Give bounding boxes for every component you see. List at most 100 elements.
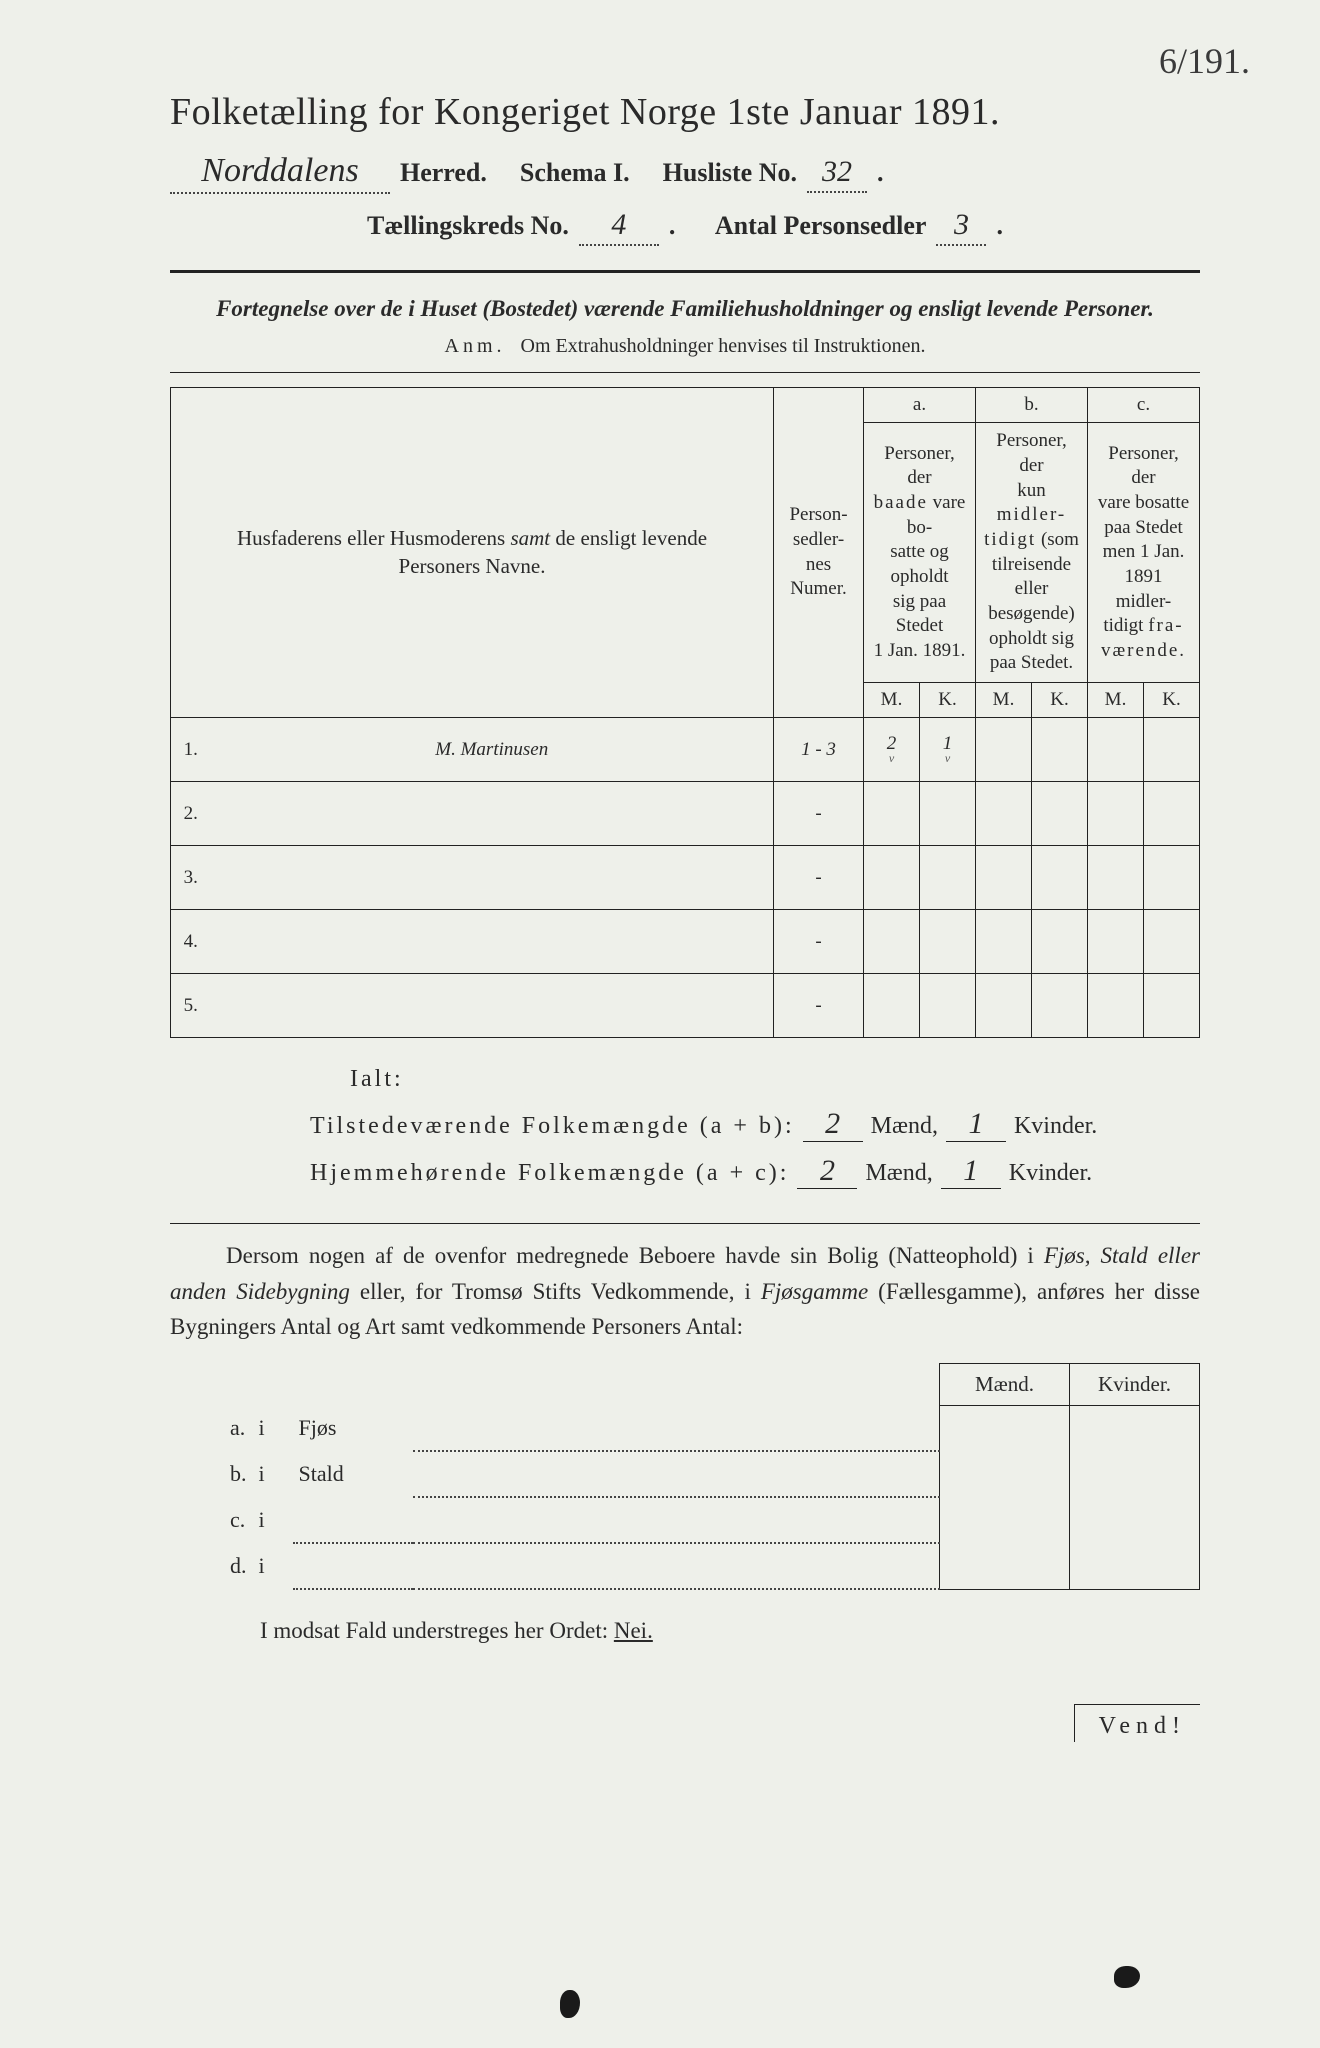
side-k bbox=[1070, 1543, 1200, 1589]
row-num: 5. bbox=[171, 974, 211, 1038]
kreds-label: Tællingskreds No. bbox=[367, 211, 569, 241]
table-row: 5. - bbox=[171, 974, 1200, 1038]
table-body: 1. M. Martinusen 1 - 3 2v 1v 2. - bbox=[171, 718, 1200, 1038]
row-a-m bbox=[864, 846, 920, 910]
row-c-m bbox=[1088, 846, 1144, 910]
col-header-a-label: a. bbox=[864, 388, 976, 423]
row-b-m bbox=[976, 782, 1032, 846]
header-line-3: Tællingskreds No. 4 . Antal Personsedler… bbox=[170, 208, 1200, 246]
table-row: 4. - bbox=[171, 910, 1200, 974]
row-a-k bbox=[920, 782, 976, 846]
row-a-k: 1v bbox=[920, 718, 976, 782]
row-a-m bbox=[864, 782, 920, 846]
col-b-m: M. bbox=[976, 683, 1032, 718]
side-i: i bbox=[253, 1543, 293, 1589]
side-k bbox=[1070, 1497, 1200, 1543]
row-a-m bbox=[864, 974, 920, 1038]
side-lab: b. bbox=[170, 1451, 253, 1497]
side-type: Stald bbox=[293, 1451, 413, 1497]
row-num: 3. bbox=[171, 846, 211, 910]
col-b-k: K. bbox=[1032, 683, 1088, 718]
row-b-m bbox=[976, 910, 1032, 974]
side-lab: c. bbox=[170, 1497, 253, 1543]
row-a-k bbox=[920, 974, 976, 1038]
modsat-text: I modsat Fald understreges her Ordet: bbox=[260, 1618, 614, 1643]
side-k bbox=[1070, 1451, 1200, 1497]
sum1-maend-label: Mænd, bbox=[871, 1113, 938, 1140]
side-i: i bbox=[253, 1405, 293, 1451]
side-row: c. i bbox=[170, 1497, 1200, 1543]
side-m bbox=[940, 1543, 1070, 1589]
table-row: 1. M. Martinusen 1 - 3 2v 1v bbox=[171, 718, 1200, 782]
side-building-paragraph: Dersom nogen af de ovenfor medregnede Be… bbox=[170, 1238, 1200, 1345]
ink-blot-icon bbox=[560, 1990, 580, 2018]
row-c-k bbox=[1144, 974, 1200, 1038]
nei-word: Nei. bbox=[614, 1618, 653, 1643]
sum2-maend-label: Mænd, bbox=[865, 1160, 932, 1187]
page-title: Folketælling for Kongeriget Norge 1ste J… bbox=[170, 90, 1200, 134]
antal-label: Antal Personsedler bbox=[715, 211, 927, 241]
side-header-row: Mænd. Kvinder. bbox=[170, 1363, 1200, 1405]
row-sedler: - bbox=[774, 846, 864, 910]
col-header-a-desc: Personer, derbaade vare bo-satte og opho… bbox=[864, 423, 976, 683]
row-b-k bbox=[1032, 718, 1088, 782]
row-num: 4. bbox=[171, 910, 211, 974]
row-c-k bbox=[1144, 846, 1200, 910]
sum1-kvinder: 1 bbox=[946, 1107, 1006, 1142]
col-a-m: M. bbox=[864, 683, 920, 718]
row-c-m bbox=[1088, 910, 1144, 974]
side-kvinder-header: Kvinder. bbox=[1070, 1363, 1200, 1405]
side-lab: a. bbox=[170, 1405, 253, 1451]
side-row: a. i Fjøs bbox=[170, 1405, 1200, 1451]
divider-thin-2 bbox=[170, 1223, 1200, 1224]
row-name bbox=[211, 782, 774, 846]
table-row: 3. - bbox=[171, 846, 1200, 910]
corner-annotation: 6/191. bbox=[1159, 40, 1250, 82]
row-a-m bbox=[864, 910, 920, 974]
side-m bbox=[940, 1405, 1070, 1451]
side-maend-header: Mænd. bbox=[940, 1363, 1070, 1405]
side-i: i bbox=[253, 1451, 293, 1497]
row-b-k bbox=[1032, 910, 1088, 974]
side-m bbox=[940, 1451, 1070, 1497]
kreds-period: . bbox=[669, 211, 676, 241]
ialt-label: Ialt: bbox=[350, 1066, 1200, 1093]
husliste-value: 32 bbox=[807, 155, 867, 193]
row-c-k bbox=[1144, 782, 1200, 846]
vend-label: Vend! bbox=[1074, 1704, 1200, 1742]
col-c-m: M. bbox=[1088, 683, 1144, 718]
row-b-k bbox=[1032, 974, 1088, 1038]
herred-label: Herred. bbox=[400, 158, 487, 188]
row-name: M. Martinusen bbox=[211, 718, 774, 782]
table-row: 2. - bbox=[171, 782, 1200, 846]
side-m bbox=[940, 1497, 1070, 1543]
col-header-c-desc: Personer, dervare bosattepaa Stedetmen 1… bbox=[1088, 423, 1200, 683]
col-header-names: Husfaderens eller Husmoderens samt de en… bbox=[171, 388, 774, 718]
side-type bbox=[293, 1497, 413, 1543]
side-row: d. i bbox=[170, 1543, 1200, 1589]
sum-line-present: Tilstedeværende Folkemængde (a + b): 2 M… bbox=[310, 1107, 1200, 1142]
row-num: 1. bbox=[171, 718, 211, 782]
row-c-m bbox=[1088, 974, 1144, 1038]
row-sedler: - bbox=[774, 974, 864, 1038]
side-dots bbox=[413, 1543, 940, 1589]
row-c-m bbox=[1088, 718, 1144, 782]
husliste-label: Husliste No. bbox=[663, 158, 797, 188]
side-dots bbox=[413, 1497, 940, 1543]
sum-line-resident: Hjemmehørende Folkemængde (a + c): 2 Mæn… bbox=[310, 1154, 1200, 1189]
modsat-line: I modsat Fald understreges her Ordet: Ne… bbox=[170, 1618, 1200, 1644]
row-b-m bbox=[976, 846, 1032, 910]
sum2-label: Hjemmehørende Folkemængde (a + c): bbox=[310, 1160, 789, 1187]
divider-thin bbox=[170, 372, 1200, 373]
side-type bbox=[293, 1543, 413, 1589]
totals-block: Ialt: Tilstedeværende Folkemængde (a + b… bbox=[310, 1066, 1200, 1189]
row-b-k bbox=[1032, 846, 1088, 910]
sum1-label: Tilstedeværende Folkemængde (a + b): bbox=[310, 1113, 795, 1140]
row-name bbox=[211, 974, 774, 1038]
antal-value: 3 bbox=[936, 208, 986, 246]
side-lab: d. bbox=[170, 1543, 253, 1589]
side-k bbox=[1070, 1405, 1200, 1451]
side-i: i bbox=[253, 1497, 293, 1543]
col-header-c-label: c. bbox=[1088, 388, 1200, 423]
row-a-k bbox=[920, 846, 976, 910]
